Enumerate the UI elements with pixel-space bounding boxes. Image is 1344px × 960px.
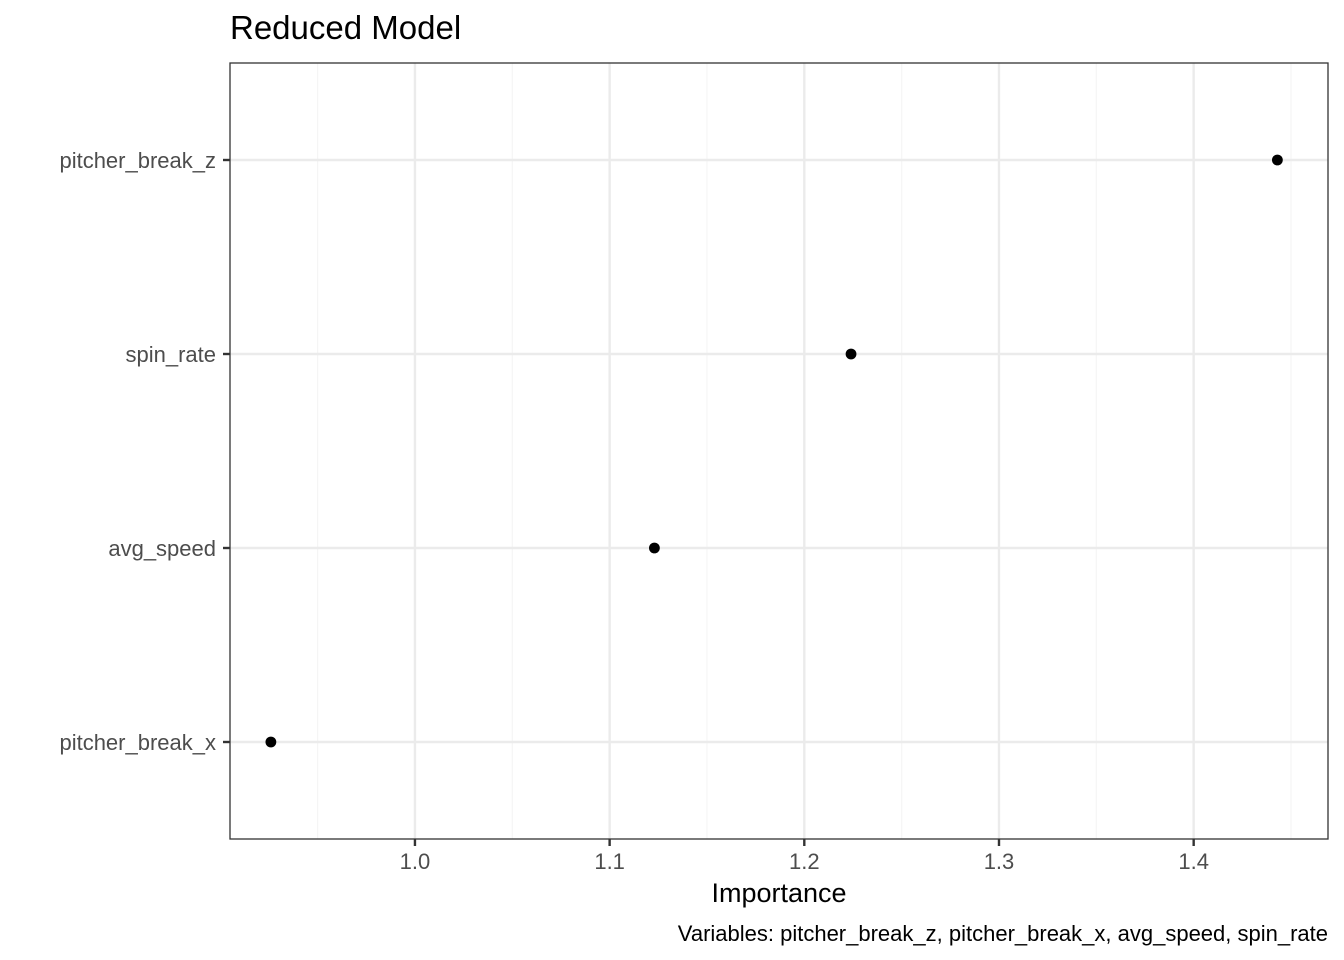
y-tick-label: pitcher_break_x [59, 730, 216, 755]
chart-title: Reduced Model [230, 9, 461, 46]
minor-gridlines [317, 63, 1292, 839]
y-axis: pitcher_break_x avg_speed spin_rate pitcher… [59, 148, 230, 755]
y-tick-label: avg_speed [108, 536, 216, 561]
data-point [265, 736, 277, 748]
x-tick-label: 1.0 [400, 849, 431, 874]
x-axis: 1.0 1.1 1.2 1.3 1.4 [400, 839, 1209, 874]
data-points [265, 154, 1283, 748]
x-tick-label: 1.3 [984, 849, 1015, 874]
x-tick-label: 1.1 [594, 849, 625, 874]
x-tick-label: 1.4 [1178, 849, 1209, 874]
x-tick-label: 1.2 [789, 849, 820, 874]
data-point [845, 348, 857, 360]
data-point [1271, 154, 1283, 166]
data-point [649, 542, 660, 554]
chart-caption: Variables: pitcher_break_z, pitcher_brea… [678, 921, 1328, 946]
x-axis-title: Importance [711, 878, 846, 908]
y-tick-label: spin_rate [125, 342, 216, 367]
panel-border [229, 62, 1329, 840]
major-gridlines [230, 63, 1328, 839]
y-tick-label: pitcher_break_z [59, 148, 216, 173]
